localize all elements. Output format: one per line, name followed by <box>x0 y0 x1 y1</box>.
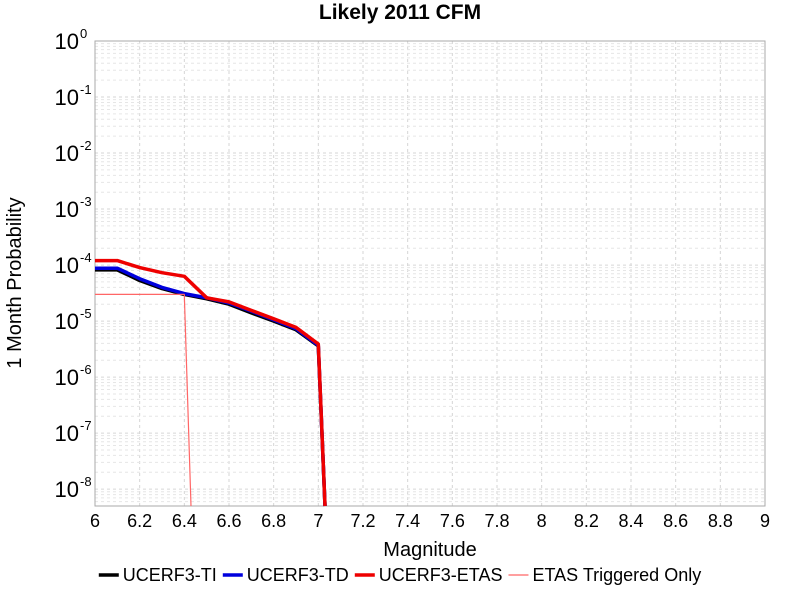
y-axis-label: 1 Month Probability <box>4 197 26 368</box>
y-tick-label: 10 0 <box>55 26 88 54</box>
y-tick-label: 10 -8 <box>55 474 92 502</box>
x-tick-label: 8.8 <box>708 511 733 531</box>
chart-title: Likely 2011 CFM <box>319 1 481 24</box>
y-tick-exponent: 0 <box>80 26 87 41</box>
x-tick-label: 6 <box>90 511 100 531</box>
x-tick-label: 9 <box>760 511 770 531</box>
x-axis-ticks: 6 6.2 6.4 6.6 6.8 7 7.2 7.4 7.6 7.8 8 8.2 8.4 8.6 8.8 9 <box>90 511 770 531</box>
x-tick-label: 6.8 <box>261 511 286 531</box>
legend-item: UCERF3-TD <box>222 565 349 585</box>
legend-item: ETAS Triggered Only <box>508 565 701 585</box>
y-tick-exponent: -4 <box>80 250 92 265</box>
legend-label: ETAS Triggered Only <box>532 565 701 585</box>
y-tick-label: 10 -6 <box>55 362 92 390</box>
y-tick-exponent: -8 <box>80 474 92 489</box>
x-tick-label: 8.2 <box>574 511 599 531</box>
plot-area-frame <box>94 40 766 507</box>
y-tick-label: 10 -7 <box>55 418 92 446</box>
y-tick-exponent: -1 <box>80 82 92 97</box>
y-tick-label: 10 -2 <box>55 138 92 166</box>
series-line-3 <box>95 293 192 507</box>
y-tick-base: 10 <box>55 365 79 390</box>
legend-label: UCERF3-ETAS <box>379 565 503 585</box>
x-tick-label: 8.4 <box>618 511 643 531</box>
y-tick-base: 10 <box>55 421 79 446</box>
y-tick-base: 10 <box>55 309 79 334</box>
y-tick-exponent: -2 <box>80 138 92 153</box>
x-tick-label: 7.2 <box>350 511 375 531</box>
legend: UCERF3-TI UCERF3-TD UCERF3-ETAS ETAS Trigge… <box>98 565 701 585</box>
y-tick-base: 10 <box>55 29 79 54</box>
grid <box>94 41 766 507</box>
x-tick-label: 7.6 <box>440 511 465 531</box>
x-tick-label: 6.2 <box>127 511 152 531</box>
y-tick-base: 10 <box>55 85 79 110</box>
series-line-2 <box>95 258 327 507</box>
y-tick-base: 10 <box>55 253 79 278</box>
x-tick-label: 7 <box>313 511 323 531</box>
x-tick-label: 6.6 <box>216 511 241 531</box>
x-tick-label: 7.8 <box>484 511 509 531</box>
y-tick-base: 10 <box>55 477 79 502</box>
y-tick-exponent: -6 <box>80 362 92 377</box>
y-tick-exponent: -5 <box>80 306 92 321</box>
y-tick-label: 10 -4 <box>55 250 92 278</box>
x-tick-label: 8.6 <box>663 511 688 531</box>
y-tick-exponent: -3 <box>80 194 92 209</box>
legend-item: UCERF3-ETAS <box>354 565 503 585</box>
y-tick-base: 10 <box>55 197 79 222</box>
legend-item: UCERF3-TI <box>98 565 217 585</box>
y-tick-label: 10 -1 <box>55 82 92 110</box>
series-layer <box>95 258 327 507</box>
y-tick-label: 10 -5 <box>55 306 92 334</box>
x-tick-label: 7.4 <box>395 511 420 531</box>
legend-label: UCERF3-TI <box>123 565 217 585</box>
x-tick-label: 8 <box>537 511 547 531</box>
x-tick-label: 6.4 <box>172 511 197 531</box>
legend-label: UCERF3-TD <box>247 565 349 585</box>
x-axis-label: Magnitude <box>383 539 476 561</box>
y-tick-exponent: -7 <box>80 418 92 433</box>
y-tick-base: 10 <box>55 141 79 166</box>
y-tick-label: 10 -3 <box>55 194 92 222</box>
